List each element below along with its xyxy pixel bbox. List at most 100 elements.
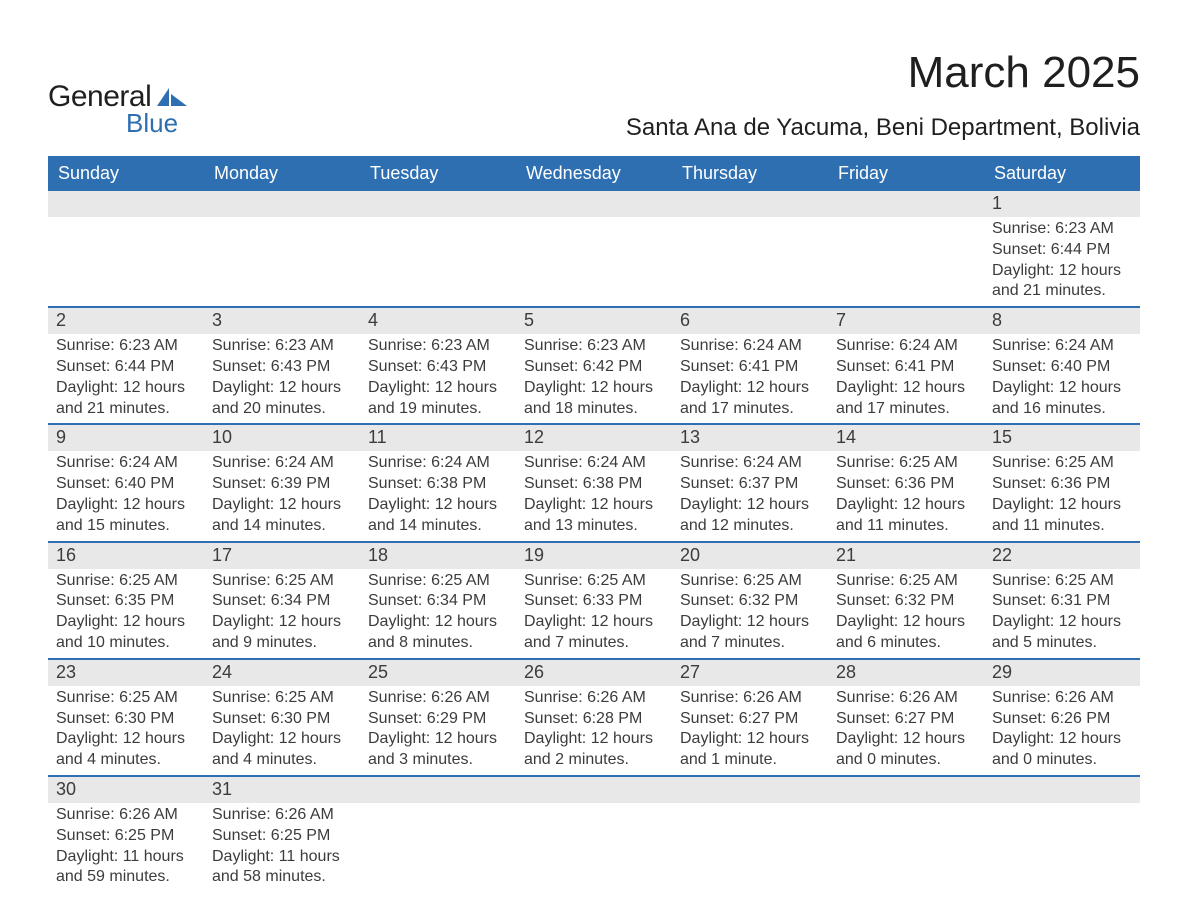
- day-body: [48, 217, 204, 306]
- weekday-header-fri: Friday: [828, 156, 984, 191]
- day-number: [360, 777, 516, 803]
- day-body: Sunrise: 6:25 AMSunset: 6:32 PMDaylight:…: [672, 569, 828, 658]
- day-number: 19: [516, 543, 672, 569]
- day-detail-line: and 8 minutes.: [368, 633, 508, 654]
- day-detail-line: and 13 minutes.: [524, 516, 664, 537]
- calendar-week: 1Sunrise: 6:23 AMSunset: 6:44 PMDaylight…: [48, 191, 1140, 306]
- calendar-week: 2345678Sunrise: 6:23 AMSunset: 6:44 PMDa…: [48, 306, 1140, 423]
- day-detail-line: and 14 minutes.: [212, 516, 352, 537]
- day-number: 2: [48, 308, 204, 334]
- day-detail-line: Daylight: 12 hours: [680, 378, 820, 399]
- day-detail-line: Sunset: 6:33 PM: [524, 591, 664, 612]
- day-detail-line: Daylight: 12 hours: [56, 378, 196, 399]
- day-body: Sunrise: 6:25 AMSunset: 6:35 PMDaylight:…: [48, 569, 204, 658]
- day-detail-line: Sunrise: 6:24 AM: [368, 453, 508, 474]
- day-detail-line: Daylight: 12 hours: [212, 612, 352, 633]
- day-detail-line: and 7 minutes.: [680, 633, 820, 654]
- day-detail-line: Daylight: 12 hours: [212, 495, 352, 516]
- daynum-strip: 23242526272829: [48, 660, 1140, 686]
- calendar-weekday-header: Sunday Monday Tuesday Wednesday Thursday…: [48, 156, 1140, 191]
- day-detail-line: Sunrise: 6:24 AM: [680, 453, 820, 474]
- day-detail-line: Sunrise: 6:25 AM: [680, 571, 820, 592]
- day-detail-line: Sunset: 6:36 PM: [836, 474, 976, 495]
- day-detail-line: Daylight: 12 hours: [56, 495, 196, 516]
- day-number: 22: [984, 543, 1140, 569]
- day-number: 7: [828, 308, 984, 334]
- day-detail-line: Daylight: 12 hours: [992, 729, 1132, 750]
- day-number: 16: [48, 543, 204, 569]
- day-detail-line: Sunrise: 6:25 AM: [836, 453, 976, 474]
- day-detail-line: Sunrise: 6:23 AM: [212, 336, 352, 357]
- day-body: [828, 803, 984, 892]
- day-detail-line: Sunset: 6:31 PM: [992, 591, 1132, 612]
- day-detail-line: Sunset: 6:40 PM: [992, 357, 1132, 378]
- day-detail-line: and 18 minutes.: [524, 399, 664, 420]
- day-detail-line: Daylight: 11 hours: [212, 847, 352, 868]
- day-number: [672, 777, 828, 803]
- day-body: Sunrise: 6:24 AMSunset: 6:41 PMDaylight:…: [828, 334, 984, 423]
- day-detail-line: and 15 minutes.: [56, 516, 196, 537]
- day-detail-line: Sunrise: 6:24 AM: [524, 453, 664, 474]
- weekday-header-mon: Monday: [204, 156, 360, 191]
- day-body-strip: Sunrise: 6:25 AMSunset: 6:35 PMDaylight:…: [48, 569, 1140, 658]
- day-number: 9: [48, 425, 204, 451]
- calendar-weeks: 1 Sunrise: 6:23 AM Sunset: 6:44 PM Daylight…: [48, 191, 1140, 892]
- day-detail-line: Sunrise: 6:26 AM: [680, 688, 820, 709]
- day-number: 21: [828, 543, 984, 569]
- day-detail-line: Sunset: 6:30 PM: [56, 709, 196, 730]
- day-number: 31: [204, 777, 360, 803]
- day-detail-line: and 58 minutes.: [212, 867, 352, 888]
- day-detail-line: Daylight: 12 hours: [836, 729, 976, 750]
- day-detail-line: Sunset: 6:32 PM: [680, 591, 820, 612]
- day-number: 3: [204, 308, 360, 334]
- day-number: 15: [984, 425, 1140, 451]
- day-detail-line: Sunset: 6:29 PM: [368, 709, 508, 730]
- header-row: General Blue March 2025 Santa Ana de Yac…: [48, 48, 1140, 142]
- day-detail-line: Sunrise: 6:24 AM: [56, 453, 196, 474]
- day-detail-line: Sunset: 6:44 PM: [992, 240, 1132, 261]
- day-detail-line: Daylight: 12 hours: [992, 612, 1132, 633]
- location-subtitle: Santa Ana de Yacuma, Beni Department, Bo…: [626, 114, 1140, 142]
- weekday-header-wed: Wednesday: [516, 156, 672, 191]
- day-body: [672, 217, 828, 306]
- day-detail-line: Daylight: 12 hours: [368, 612, 508, 633]
- day-body: Sunrise: 6:25 AMSunset: 6:36 PMDaylight:…: [828, 451, 984, 540]
- day-detail-line: Sunrise: 6:23 AM: [56, 336, 196, 357]
- day-detail-line: and 6 minutes.: [836, 633, 976, 654]
- day-detail-line: Sunset: 6:27 PM: [836, 709, 976, 730]
- day-body-strip: Sunrise: 6:25 AMSunset: 6:30 PMDaylight:…: [48, 686, 1140, 775]
- day-detail-line: Sunrise: 6:25 AM: [992, 571, 1132, 592]
- day-number: 25: [360, 660, 516, 686]
- day-number: 30: [48, 777, 204, 803]
- day-detail-line: and 21 minutes.: [56, 399, 196, 420]
- day-detail-line: Daylight: 12 hours: [680, 495, 820, 516]
- day-body: Sunrise: 6:26 AMSunset: 6:27 PMDaylight:…: [828, 686, 984, 775]
- day-detail-line: Daylight: 12 hours: [992, 378, 1132, 399]
- daynum-strip: 1: [48, 191, 1140, 217]
- day-number: 17: [204, 543, 360, 569]
- day-detail-line: Daylight: 12 hours: [680, 729, 820, 750]
- calendar-week: 3031Sunrise: 6:26 AMSunset: 6:25 PMDayli…: [48, 775, 1140, 892]
- day-number: 8: [984, 308, 1140, 334]
- day-detail-line: Sunset: 6:36 PM: [992, 474, 1132, 495]
- day-detail-line: and 11 minutes.: [836, 516, 976, 537]
- day-body: Sunrise: 6:26 AMSunset: 6:25 PMDaylight:…: [204, 803, 360, 892]
- day-detail-line: Sunset: 6:25 PM: [56, 826, 196, 847]
- day-detail-line: Sunrise: 6:25 AM: [836, 571, 976, 592]
- day-detail-line: Sunset: 6:34 PM: [368, 591, 508, 612]
- day-detail-line: Daylight: 12 hours: [836, 495, 976, 516]
- day-detail-line: and 10 minutes.: [56, 633, 196, 654]
- day-detail-line: Sunrise: 6:24 AM: [212, 453, 352, 474]
- day-body: Sunrise: 6:24 AMSunset: 6:41 PMDaylight:…: [672, 334, 828, 423]
- day-body: Sunrise: 6:24 AMSunset: 6:40 PMDaylight:…: [984, 334, 1140, 423]
- day-body: Sunrise: 6:24 AMSunset: 6:39 PMDaylight:…: [204, 451, 360, 540]
- day-detail-line: and 3 minutes.: [368, 750, 508, 771]
- day-detail-line: Sunset: 6:43 PM: [212, 357, 352, 378]
- day-detail-line: Daylight: 12 hours: [212, 378, 352, 399]
- day-detail-line: Daylight: 11 hours: [56, 847, 196, 868]
- day-number: 5: [516, 308, 672, 334]
- day-detail-line: and 1 minute.: [680, 750, 820, 771]
- day-body: Sunrise: 6:25 AMSunset: 6:33 PMDaylight:…: [516, 569, 672, 658]
- day-detail-line: Sunset: 6:34 PM: [212, 591, 352, 612]
- day-body: Sunrise: 6:25 AMSunset: 6:31 PMDaylight:…: [984, 569, 1140, 658]
